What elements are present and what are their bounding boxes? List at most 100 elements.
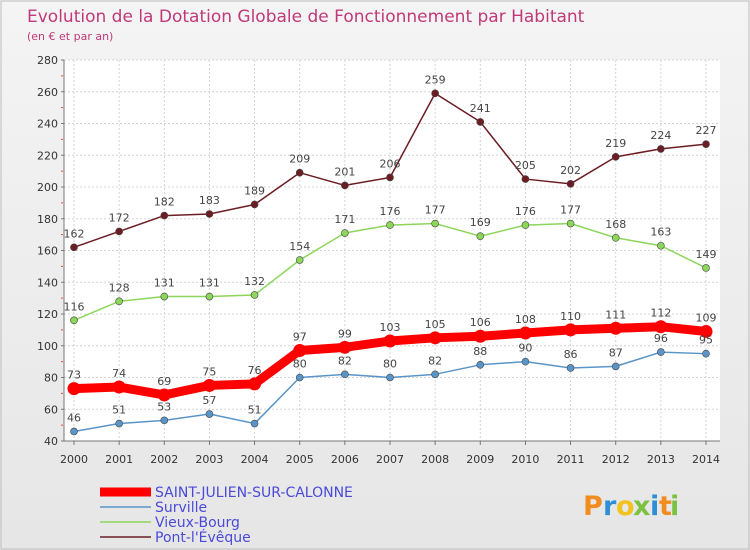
data-label-surville: 51 bbox=[112, 404, 126, 417]
data-label-saint-julien-sur-calonne: 69 bbox=[157, 375, 171, 388]
data-label-surville: 80 bbox=[293, 358, 307, 371]
x-tick-label: 2004 bbox=[241, 453, 269, 466]
data-point-vieux-bourg bbox=[160, 292, 169, 301]
data-point-pont-l-v-que bbox=[566, 180, 575, 188]
data-point-saint-julien-sur-calonne bbox=[112, 380, 126, 394]
data-label-pont-l-v-que: 162 bbox=[64, 227, 85, 240]
data-point-saint-julien-sur-calonne bbox=[202, 378, 216, 392]
data-point-vieux-bourg bbox=[250, 291, 259, 299]
data-point-pont-l-v-que bbox=[657, 145, 665, 153]
data-label-vieux-bourg: 177 bbox=[425, 204, 446, 217]
y-tick-label: 100 bbox=[37, 340, 58, 353]
data-label-pont-l-v-que: 209 bbox=[289, 153, 310, 166]
data-point-surville bbox=[611, 362, 620, 371]
data-label-saint-julien-sur-calonne: 103 bbox=[380, 321, 401, 334]
data-point-saint-julien-sur-calonne bbox=[293, 344, 307, 358]
y-tick-label: 240 bbox=[37, 118, 58, 131]
logo-letter: i bbox=[670, 491, 679, 522]
data-point-pont-l-v-que bbox=[521, 175, 530, 183]
y-tick-label: 140 bbox=[37, 276, 58, 289]
data-point-pont-l-v-que bbox=[386, 173, 394, 182]
data-label-saint-julien-sur-calonne: 109 bbox=[696, 311, 717, 324]
logo-letter: P bbox=[583, 491, 603, 522]
x-tick-label: 2014 bbox=[692, 453, 720, 466]
data-label-pont-l-v-que: 206 bbox=[380, 157, 401, 170]
legend-label: SAINT-JULIEN-SUR-CALONNE bbox=[155, 485, 353, 501]
legend: SAINT-JULIEN-SUR-CALONNESurvilleVieux-Bo… bbox=[100, 485, 353, 546]
data-label-surville: 53 bbox=[157, 400, 171, 413]
data-label-saint-julien-sur-calonne: 111 bbox=[605, 308, 626, 321]
data-point-vieux-bourg bbox=[657, 241, 665, 250]
data-label-saint-julien-sur-calonne: 97 bbox=[293, 331, 307, 344]
data-label-pont-l-v-que: 172 bbox=[109, 211, 130, 224]
data-point-saint-julien-sur-calonne bbox=[609, 321, 623, 335]
data-label-saint-julien-sur-calonne: 74 bbox=[112, 367, 126, 380]
data-labels: 162 172 182 183 189 209 201 206 259 241 205 202 219 2… bbox=[64, 73, 717, 424]
data-point-saint-julien-sur-calonne bbox=[518, 326, 532, 340]
data-point-vieux-bourg bbox=[566, 219, 575, 228]
legend-label: Pont-l'Évêque bbox=[155, 529, 251, 546]
y-tick-label: 160 bbox=[37, 245, 58, 258]
data-point-surville bbox=[250, 419, 259, 428]
data-point-pont-l-v-que bbox=[70, 243, 78, 252]
logo-letter: t bbox=[659, 491, 672, 522]
data-label-saint-julien-sur-calonne: 108 bbox=[515, 313, 536, 326]
data-label-saint-julien-sur-calonne: 106 bbox=[470, 316, 491, 329]
data-label-vieux-bourg: 177 bbox=[560, 204, 581, 217]
data-label-surville: 88 bbox=[473, 345, 487, 358]
data-label-pont-l-v-que: 219 bbox=[605, 137, 626, 150]
x-tick-label: 2010 bbox=[511, 453, 539, 466]
data-point-pont-l-v-que bbox=[115, 227, 123, 236]
data-point-surville bbox=[702, 349, 710, 358]
data-point-saint-julien-sur-calonne bbox=[67, 382, 81, 396]
data-point-surville bbox=[431, 370, 439, 379]
data-label-surville: 82 bbox=[428, 354, 442, 367]
x-tick-label: 2009 bbox=[466, 453, 494, 466]
data-point-pont-l-v-que bbox=[702, 140, 710, 148]
data-point-surville bbox=[341, 370, 349, 379]
data-label-pont-l-v-que: 205 bbox=[515, 159, 536, 172]
data-label-pont-l-v-que: 183 bbox=[199, 194, 220, 207]
data-label-vieux-bourg: 128 bbox=[109, 281, 130, 294]
chart-title: Evolution de la Dotation Globale de Fonc… bbox=[27, 7, 585, 27]
data-point-saint-julien-sur-calonne bbox=[338, 340, 352, 354]
y-tick-label: 200 bbox=[37, 181, 58, 194]
data-label-vieux-bourg: 168 bbox=[605, 218, 626, 231]
data-label-saint-julien-sur-calonne: 110 bbox=[560, 310, 581, 323]
data-label-vieux-bourg: 132 bbox=[244, 275, 265, 288]
grid bbox=[64, 59, 720, 442]
data-label-pont-l-v-que: 241 bbox=[470, 102, 491, 115]
data-label-pont-l-v-que: 224 bbox=[650, 129, 671, 142]
data-point-saint-julien-sur-calonne bbox=[428, 331, 442, 345]
data-label-saint-julien-sur-calonne: 105 bbox=[425, 318, 446, 331]
data-point-saint-julien-sur-calonne bbox=[383, 334, 397, 348]
data-point-vieux-bourg bbox=[295, 256, 304, 264]
series-layer bbox=[67, 89, 713, 436]
data-point-surville bbox=[476, 360, 485, 369]
data-point-vieux-bourg bbox=[70, 316, 78, 325]
data-point-vieux-bourg bbox=[702, 264, 710, 272]
data-point-vieux-bourg bbox=[341, 229, 349, 237]
data-point-pont-l-v-que bbox=[341, 181, 349, 190]
axes: 40 60 80 100 120 140 160 180 200 220 240 260 280 2000… bbox=[37, 54, 720, 466]
data-point-vieux-bourg bbox=[386, 221, 394, 229]
logo-letter: o bbox=[616, 491, 635, 522]
data-point-surville bbox=[521, 357, 530, 366]
data-label-vieux-bourg: 131 bbox=[154, 277, 175, 290]
data-label-surville: 46 bbox=[67, 411, 81, 424]
x-tick-label: 2000 bbox=[60, 453, 88, 466]
legend-label: Surville bbox=[155, 500, 207, 516]
data-label-saint-julien-sur-calonne: 99 bbox=[338, 327, 352, 340]
x-tick-label: 2013 bbox=[647, 453, 675, 466]
data-point-vieux-bourg bbox=[431, 219, 439, 228]
x-tick-label: 2011 bbox=[557, 453, 585, 466]
data-point-surville bbox=[115, 419, 123, 428]
x-tick-label: 2007 bbox=[376, 453, 404, 466]
x-tick-label: 2012 bbox=[602, 453, 630, 466]
data-point-pont-l-v-que bbox=[611, 153, 620, 161]
data-point-vieux-bourg bbox=[611, 234, 620, 242]
data-label-vieux-bourg: 176 bbox=[380, 205, 401, 218]
y-tick-label: 180 bbox=[37, 213, 58, 226]
